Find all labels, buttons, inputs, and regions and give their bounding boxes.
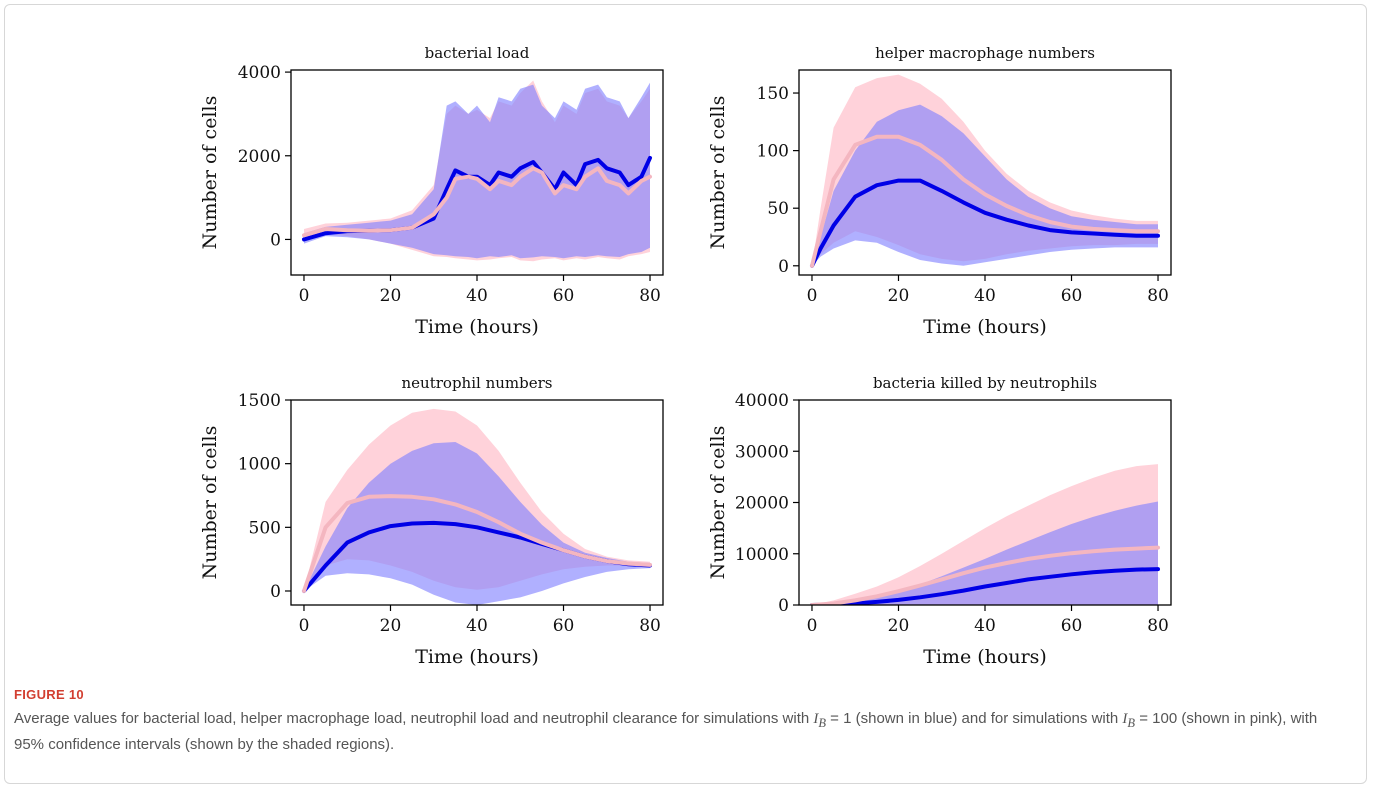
y-tick-label: 100 xyxy=(757,142,789,162)
caption-value-1: = 1 xyxy=(826,710,852,727)
x-tick-label: 80 xyxy=(1147,286,1169,306)
x-tick-label: 60 xyxy=(553,616,575,636)
x-tick-label: 60 xyxy=(553,286,575,306)
x-tick-label: 40 xyxy=(466,286,488,306)
y-tick-label: 2000 xyxy=(238,147,281,167)
mean-line-pink xyxy=(302,166,652,238)
mean-line-pink xyxy=(810,134,1160,268)
chart-title: helper macrophage numbers xyxy=(875,44,1095,62)
y-tick-label: 500 xyxy=(249,518,281,538)
plot-area xyxy=(302,80,652,262)
x-tick-label: 80 xyxy=(639,286,661,306)
mean-line-blue xyxy=(810,567,1160,605)
x-tick-label: 0 xyxy=(807,616,818,636)
x-tick-label: 20 xyxy=(888,616,910,636)
x-axis-label: Time (hours) xyxy=(923,646,1047,668)
y-tick-label: 0 xyxy=(270,582,281,602)
chart-panel-1: 0 20 40 60 80 0 2000 4000 bacterial load Time (ho… xyxy=(199,44,664,338)
y-tick-label: 50 xyxy=(767,199,789,219)
x-tick-label: 0 xyxy=(807,286,818,306)
mean-line-pink xyxy=(810,545,1160,605)
caption-text-3: (shown in pink), with 95% confidence int… xyxy=(14,710,1318,753)
chart-panel-4: 0 20 40 60 80 0 10000 20000 30000 40000 bacteria k… xyxy=(707,374,1172,668)
x-tick-label: 80 xyxy=(639,616,661,636)
chart-title: bacteria killed by neutrophils xyxy=(873,374,1097,392)
plot-area xyxy=(302,408,652,605)
y-tick-label: 40000 xyxy=(735,391,789,411)
x-axis-label: Time (hours) xyxy=(923,316,1047,338)
y-tick-label: 0 xyxy=(778,596,789,616)
x-tick-label: 20 xyxy=(380,616,402,636)
y-axis-label: Number of cells xyxy=(199,426,221,580)
caption-symbol-1: I xyxy=(813,711,819,727)
caption-symbol-2: I xyxy=(1122,711,1128,727)
y-tick-label: 0 xyxy=(778,257,789,277)
x-axis-label: Time (hours) xyxy=(415,316,539,338)
confidence-band-blue xyxy=(304,82,650,259)
caption-value-2: = 100 xyxy=(1135,710,1178,727)
plot-area xyxy=(810,464,1160,605)
y-axis-label: Number of cells xyxy=(707,96,729,250)
confidence-band-blue xyxy=(304,442,650,605)
chart-title: neutrophil numbers xyxy=(402,374,553,392)
x-tick-label: 80 xyxy=(1147,616,1169,636)
x-tick-label: 20 xyxy=(380,286,402,306)
y-axis-label: Number of cells xyxy=(199,96,221,250)
x-axis-label: Time (hours) xyxy=(415,646,539,668)
plot-area xyxy=(810,74,1160,268)
x-tick-label: 60 xyxy=(1061,286,1083,306)
figure-label: FIGURE 10 xyxy=(14,687,84,702)
x-tick-label: 40 xyxy=(974,616,996,636)
y-tick-label: 30000 xyxy=(735,442,789,462)
x-tick-label: 60 xyxy=(1061,616,1083,636)
x-tick-label: 0 xyxy=(299,616,310,636)
y-tick-label: 10000 xyxy=(735,545,789,565)
figure-frame xyxy=(4,4,1367,784)
mean-line-pink xyxy=(302,494,652,593)
caption-block: FIGURE 10 Average values for bacterial l… xyxy=(14,687,1344,756)
confidence-band-blue xyxy=(812,501,1158,605)
figure-caption: Average values for bacterial load, helpe… xyxy=(14,708,1344,756)
chart-panel-3: 0 20 40 60 80 0 500 1000 1500 neutrophil numbers T… xyxy=(199,374,664,668)
y-tick-label: 1500 xyxy=(238,391,281,411)
chart-panel-2: 0 20 40 60 80 0 50 100 150 helper macrophage numb… xyxy=(707,44,1172,338)
caption-text-1: Average values for bacterial load, helpe… xyxy=(14,710,814,727)
caption-text-2: (shown in blue) and for simulations with xyxy=(851,710,1123,727)
y-tick-label: 20000 xyxy=(735,494,789,514)
mean-line-blue xyxy=(810,178,1160,268)
y-tick-label: 4000 xyxy=(238,63,281,83)
y-tick-label: 0 xyxy=(270,230,281,250)
y-tick-label: 150 xyxy=(757,84,789,104)
caption-subscript-1: B xyxy=(818,716,827,730)
x-tick-label: 20 xyxy=(888,286,910,306)
caption-subscript-2: B xyxy=(1127,716,1136,730)
x-tick-label: 0 xyxy=(299,286,310,306)
x-tick-label: 40 xyxy=(974,286,996,306)
y-axis-label: Number of cells xyxy=(707,426,729,580)
y-tick-label: 1000 xyxy=(238,455,281,475)
chart-title: bacterial load xyxy=(425,44,530,62)
x-tick-label: 40 xyxy=(466,616,488,636)
